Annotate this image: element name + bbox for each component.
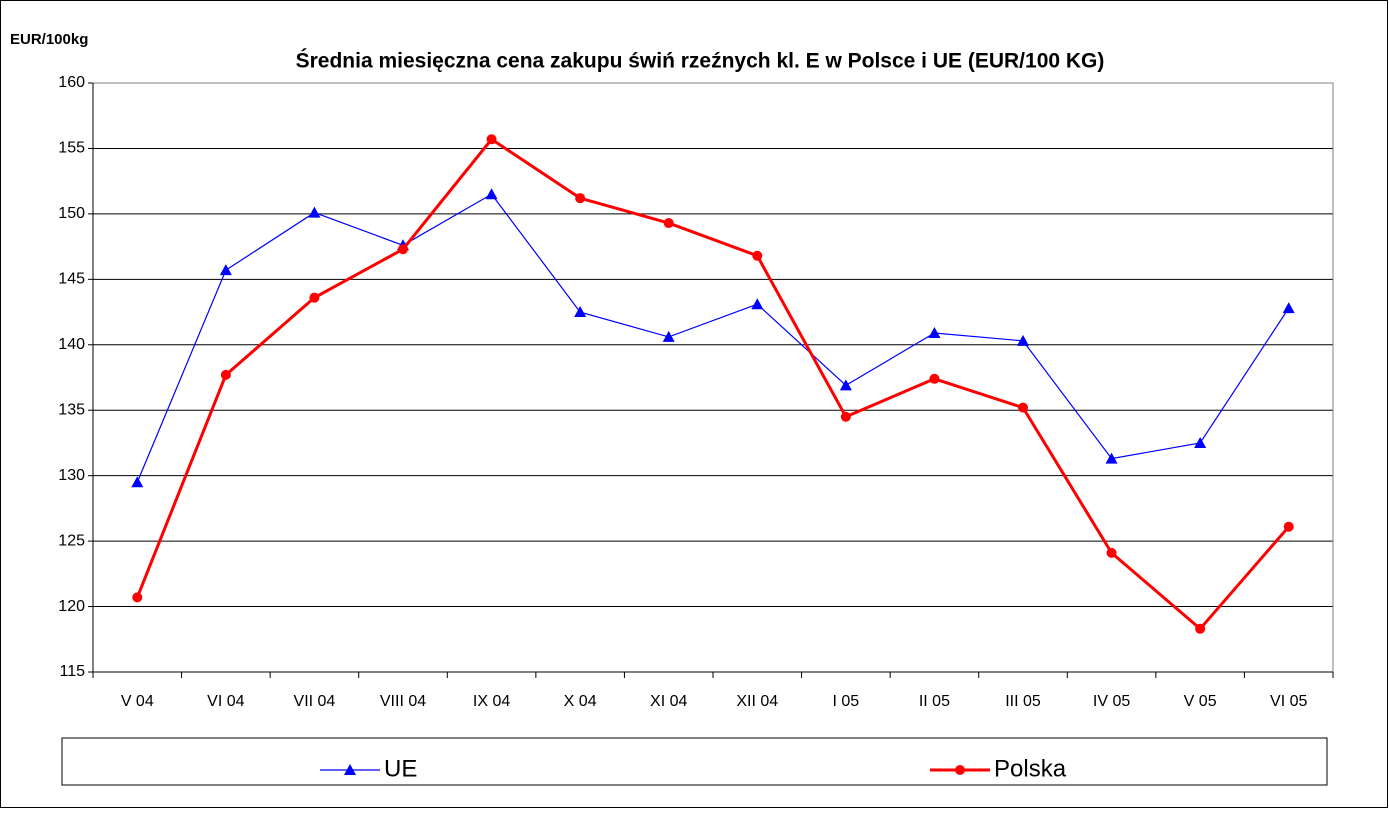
data-point bbox=[1017, 334, 1029, 346]
data-point bbox=[752, 250, 763, 261]
y-axis-label: EUR/100kg bbox=[10, 31, 88, 48]
legend-marker bbox=[955, 765, 965, 775]
y-tick-label: 125 bbox=[58, 532, 85, 549]
data-point bbox=[839, 379, 852, 391]
y-tick-label: 135 bbox=[58, 401, 85, 418]
data-point bbox=[486, 134, 497, 145]
data-point bbox=[220, 369, 231, 380]
data-point bbox=[1283, 521, 1294, 532]
y-tick-label: 145 bbox=[58, 271, 85, 288]
x-tick-label: II 05 bbox=[919, 693, 950, 710]
chart-title: Średnia miesięczna cena zakupu świń rzeź… bbox=[296, 49, 1105, 73]
x-tick-label: V 05 bbox=[1184, 693, 1217, 710]
series-line bbox=[135, 137, 1290, 631]
data-point bbox=[132, 592, 143, 603]
y-tick-label: 130 bbox=[58, 467, 85, 484]
data-point bbox=[929, 373, 940, 384]
data-point bbox=[1282, 302, 1295, 314]
data-point bbox=[398, 244, 408, 255]
legend-label: UE bbox=[384, 755, 417, 782]
x-tick-label: III 05 bbox=[1005, 693, 1041, 710]
legend-marker bbox=[344, 764, 356, 775]
series-line bbox=[136, 193, 1290, 483]
data-point bbox=[575, 193, 586, 204]
x-tick-label: VI 05 bbox=[1270, 693, 1307, 710]
data-point bbox=[1105, 452, 1118, 464]
x-tick-label: X 04 bbox=[564, 693, 597, 710]
y-tick-label: 115 bbox=[59, 663, 85, 680]
data-point bbox=[1106, 547, 1117, 558]
legend-box bbox=[61, 737, 1328, 786]
data-point bbox=[308, 206, 321, 218]
x-tick-label: IX 04 bbox=[473, 693, 510, 710]
y-tick-label: 155 bbox=[58, 140, 85, 157]
data-point bbox=[309, 292, 320, 303]
data-point bbox=[751, 298, 764, 310]
x-tick-label: VI 04 bbox=[207, 693, 244, 710]
data-point bbox=[662, 330, 675, 342]
y-tick-label: 140 bbox=[58, 336, 85, 353]
x-tick-label: I 05 bbox=[833, 693, 860, 710]
legend-label: Polska bbox=[994, 755, 1067, 782]
y-tick-label: 120 bbox=[58, 598, 85, 615]
data-point bbox=[1195, 623, 1206, 634]
data-point bbox=[1194, 436, 1207, 448]
x-tick-label: IV 05 bbox=[1093, 693, 1130, 710]
x-tick-label: XII 04 bbox=[736, 693, 778, 710]
data-point bbox=[219, 264, 232, 276]
x-tick-label: V 04 bbox=[121, 693, 154, 710]
x-tick-label: VII 04 bbox=[294, 693, 336, 710]
data-point bbox=[928, 326, 941, 338]
data-point bbox=[131, 476, 144, 488]
data-point bbox=[574, 306, 587, 318]
data-point bbox=[663, 218, 674, 229]
data-point bbox=[1018, 402, 1028, 413]
y-tick-label: 160 bbox=[58, 74, 85, 91]
data-point bbox=[840, 411, 851, 422]
y-tick-label: 150 bbox=[58, 205, 85, 222]
x-tick-label: XI 04 bbox=[650, 693, 687, 710]
data-point bbox=[485, 188, 498, 200]
x-tick-label: VIII 04 bbox=[380, 693, 426, 710]
